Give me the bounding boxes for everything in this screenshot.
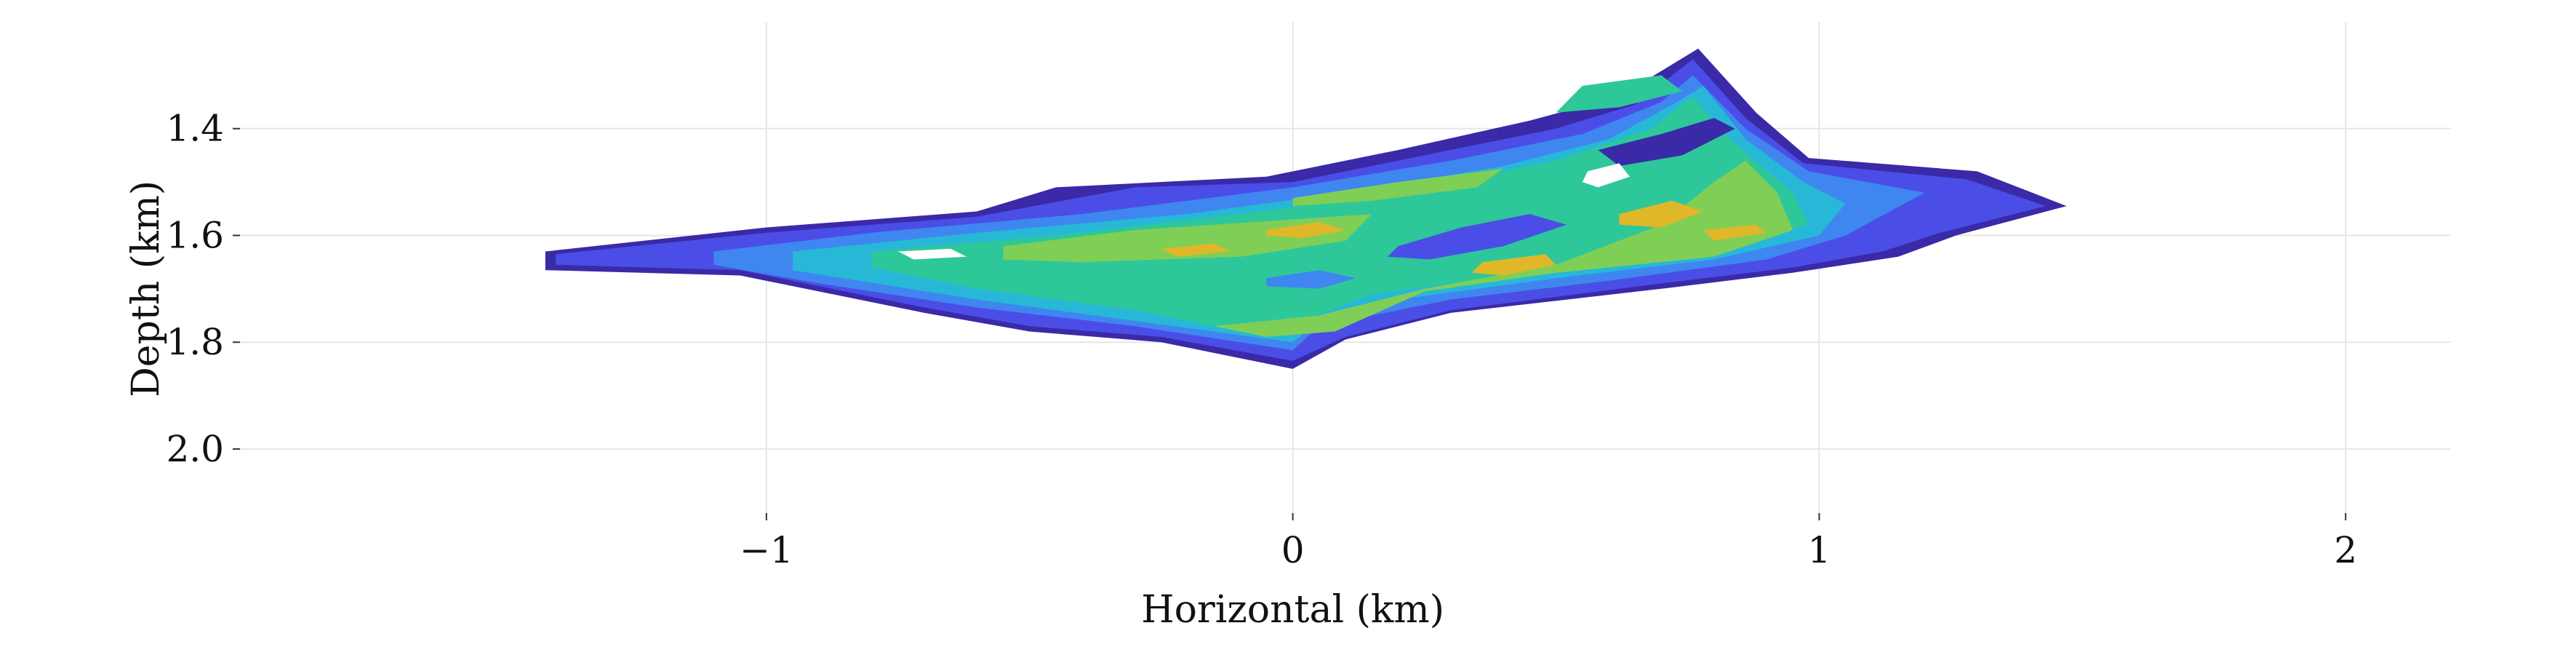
- contour-region-level-6: [1003, 214, 1372, 263]
- x-tick-label: −1: [740, 529, 793, 571]
- y-tick-label: 1.6: [166, 214, 224, 256]
- contour-region-level-7: [1619, 200, 1704, 228]
- contour-region-level-0: [897, 248, 967, 260]
- axis-ticks: −1 0 1 2 1.4 1.6 1.8 2.0: [166, 108, 2357, 571]
- y-tick-label: 1.4: [166, 108, 224, 150]
- contour-region-level-6: [1292, 168, 1504, 207]
- x-tick-label: 0: [1281, 529, 1305, 571]
- y-axis-label: Depth (km): [124, 180, 168, 397]
- contour-region-level-5: [1556, 75, 1683, 113]
- x-axis-label: Horizontal (km): [1141, 588, 1444, 632]
- x-tick-label: 1: [1808, 529, 1831, 571]
- contour-region-level-0: [1582, 163, 1630, 188]
- contour-region-level-7: [1266, 222, 1345, 239]
- contour-regions: [545, 48, 2067, 369]
- y-tick-label: 1.8: [166, 321, 224, 363]
- contour-region-level-7: [1471, 254, 1556, 276]
- contour-region-level-1: [1598, 118, 1735, 167]
- x-tick-label: 2: [2334, 529, 2357, 571]
- contour-region-level-3: [1266, 270, 1356, 289]
- contour-region-level-7: [1703, 224, 1767, 241]
- contour-region-level-7: [1161, 243, 1230, 257]
- contour-region-level-6: [1214, 160, 1793, 337]
- contour-region-level-2: [1387, 214, 1567, 260]
- y-tick-label: 2.0: [166, 428, 224, 470]
